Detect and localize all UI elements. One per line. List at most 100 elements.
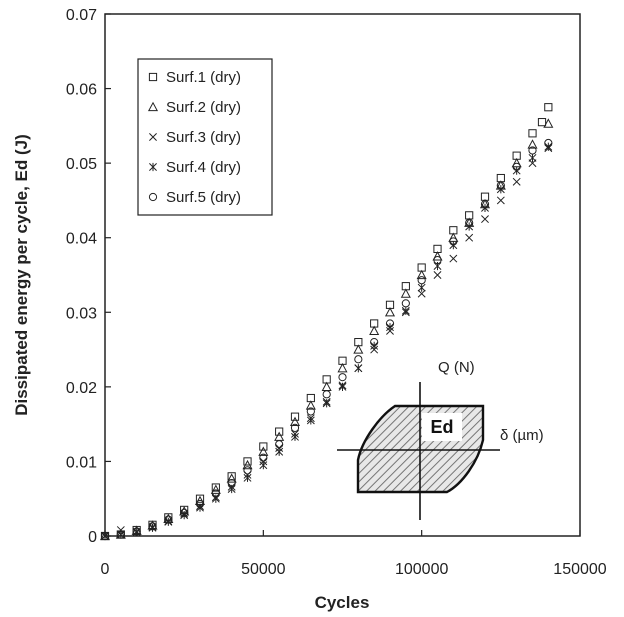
- data-point: [290, 423, 300, 432]
- data-point: [417, 276, 426, 285]
- data-point: [195, 494, 205, 503]
- data-point: [480, 200, 490, 209]
- y-tick-label: 0.02: [66, 380, 97, 397]
- data-point: [544, 138, 553, 148]
- data-point: [275, 440, 284, 449]
- x-tick-label: 0: [101, 561, 110, 578]
- data-point: [449, 254, 458, 263]
- data-point: [211, 483, 220, 492]
- data-point: [259, 461, 268, 470]
- plot-border: [104, 13, 581, 537]
- data-point: [527, 139, 538, 149]
- legend-label: Surf.2 (dry): [166, 99, 241, 116]
- data-point: [400, 288, 411, 298]
- data-point: [243, 466, 252, 475]
- data-point: [132, 527, 141, 536]
- legend-label: Surf.4 (dry): [166, 159, 241, 176]
- data-points: [99, 103, 554, 541]
- data-point: [512, 162, 521, 171]
- data-point: [544, 103, 553, 112]
- ed-label-box: [422, 413, 462, 441]
- data-point: [305, 400, 316, 410]
- delta-axis-label: δ (µm): [500, 427, 544, 444]
- data-point: [512, 177, 521, 186]
- data-point: [353, 344, 364, 354]
- legend-marker: [148, 72, 158, 82]
- data-point: [274, 431, 285, 441]
- data-point: [369, 325, 380, 336]
- y-axis-title: Dissipated energy per cycle, Ed (J): [12, 134, 31, 416]
- data-point: [449, 237, 458, 246]
- data-point: [338, 373, 347, 382]
- data-point: [465, 233, 474, 242]
- y-tick-label: 0.04: [66, 231, 97, 248]
- y-tick-label: 0.05: [66, 156, 97, 173]
- y-tick-label: 0: [88, 529, 97, 546]
- legend-marker: [149, 162, 157, 172]
- data-point: [195, 499, 205, 509]
- x-axis-title: Cycles: [315, 593, 370, 612]
- data-point: [289, 416, 301, 427]
- data-point: [291, 432, 299, 441]
- data-point: [226, 473, 237, 483]
- legend-box: [137, 58, 273, 216]
- data-point: [290, 412, 300, 421]
- data-point: [496, 196, 505, 205]
- y-tick-label: 0.01: [66, 454, 97, 471]
- data-point: [148, 523, 157, 532]
- y-tick-label: 0.03: [66, 305, 97, 322]
- plot-area: [104, 13, 581, 537]
- data-point: [242, 459, 253, 470]
- q-axis-label: Q (N): [438, 359, 475, 376]
- ed-label: Ed: [430, 417, 453, 437]
- data-point: [321, 381, 332, 391]
- data-point: [433, 271, 442, 279]
- y-axis-ticks: 0 0.01 0.02 0.03 0.04 0.05 0.06 0.07: [66, 7, 111, 546]
- y-tick-label: 0.06: [66, 82, 97, 99]
- data-point: [481, 215, 489, 224]
- data-point: [306, 416, 315, 425]
- data-point: [401, 299, 410, 308]
- data-point: [322, 390, 331, 399]
- data-point: [227, 478, 236, 488]
- data-point: [211, 489, 220, 498]
- legend-marker: [147, 101, 159, 112]
- data-point: [433, 255, 442, 265]
- data-point: [528, 146, 537, 155]
- data-point: [259, 442, 268, 451]
- data-point: [337, 362, 348, 373]
- y-tick-label: 0.07: [66, 7, 97, 24]
- data-point: [164, 515, 173, 524]
- data-point: [354, 364, 363, 373]
- data-point: [259, 453, 268, 462]
- data-point: [243, 473, 252, 482]
- data-point: [243, 457, 252, 466]
- legend-label: Surf.1 (dry): [166, 69, 241, 86]
- data-point: [210, 484, 221, 494]
- data-point: [180, 511, 189, 520]
- data-point: [370, 338, 379, 347]
- data-point: [338, 382, 347, 391]
- hysteresis-loop-inset: Ed Q (N) δ (µm): [337, 359, 544, 520]
- data-point: [384, 307, 396, 317]
- data-point: [258, 446, 269, 456]
- data-point: [100, 531, 110, 541]
- data-point: [417, 283, 426, 292]
- legend-label: Surf.5 (dry): [166, 189, 241, 206]
- data-point: [148, 522, 157, 531]
- legend-label: Surf.3 (dry): [166, 129, 241, 146]
- data-point: [401, 306, 410, 315]
- series-5: [100, 138, 553, 541]
- data-point: [275, 447, 284, 456]
- data-point: [465, 218, 474, 227]
- data-point: [496, 181, 505, 190]
- x-tick-label: 50000: [241, 561, 286, 578]
- data-point: [275, 427, 284, 436]
- x-tick-label: 100000: [395, 561, 448, 578]
- data-point: [180, 508, 189, 517]
- data-point: [528, 129, 537, 138]
- data-point: [417, 289, 426, 298]
- data-point: [543, 118, 554, 128]
- data-point: [537, 118, 547, 127]
